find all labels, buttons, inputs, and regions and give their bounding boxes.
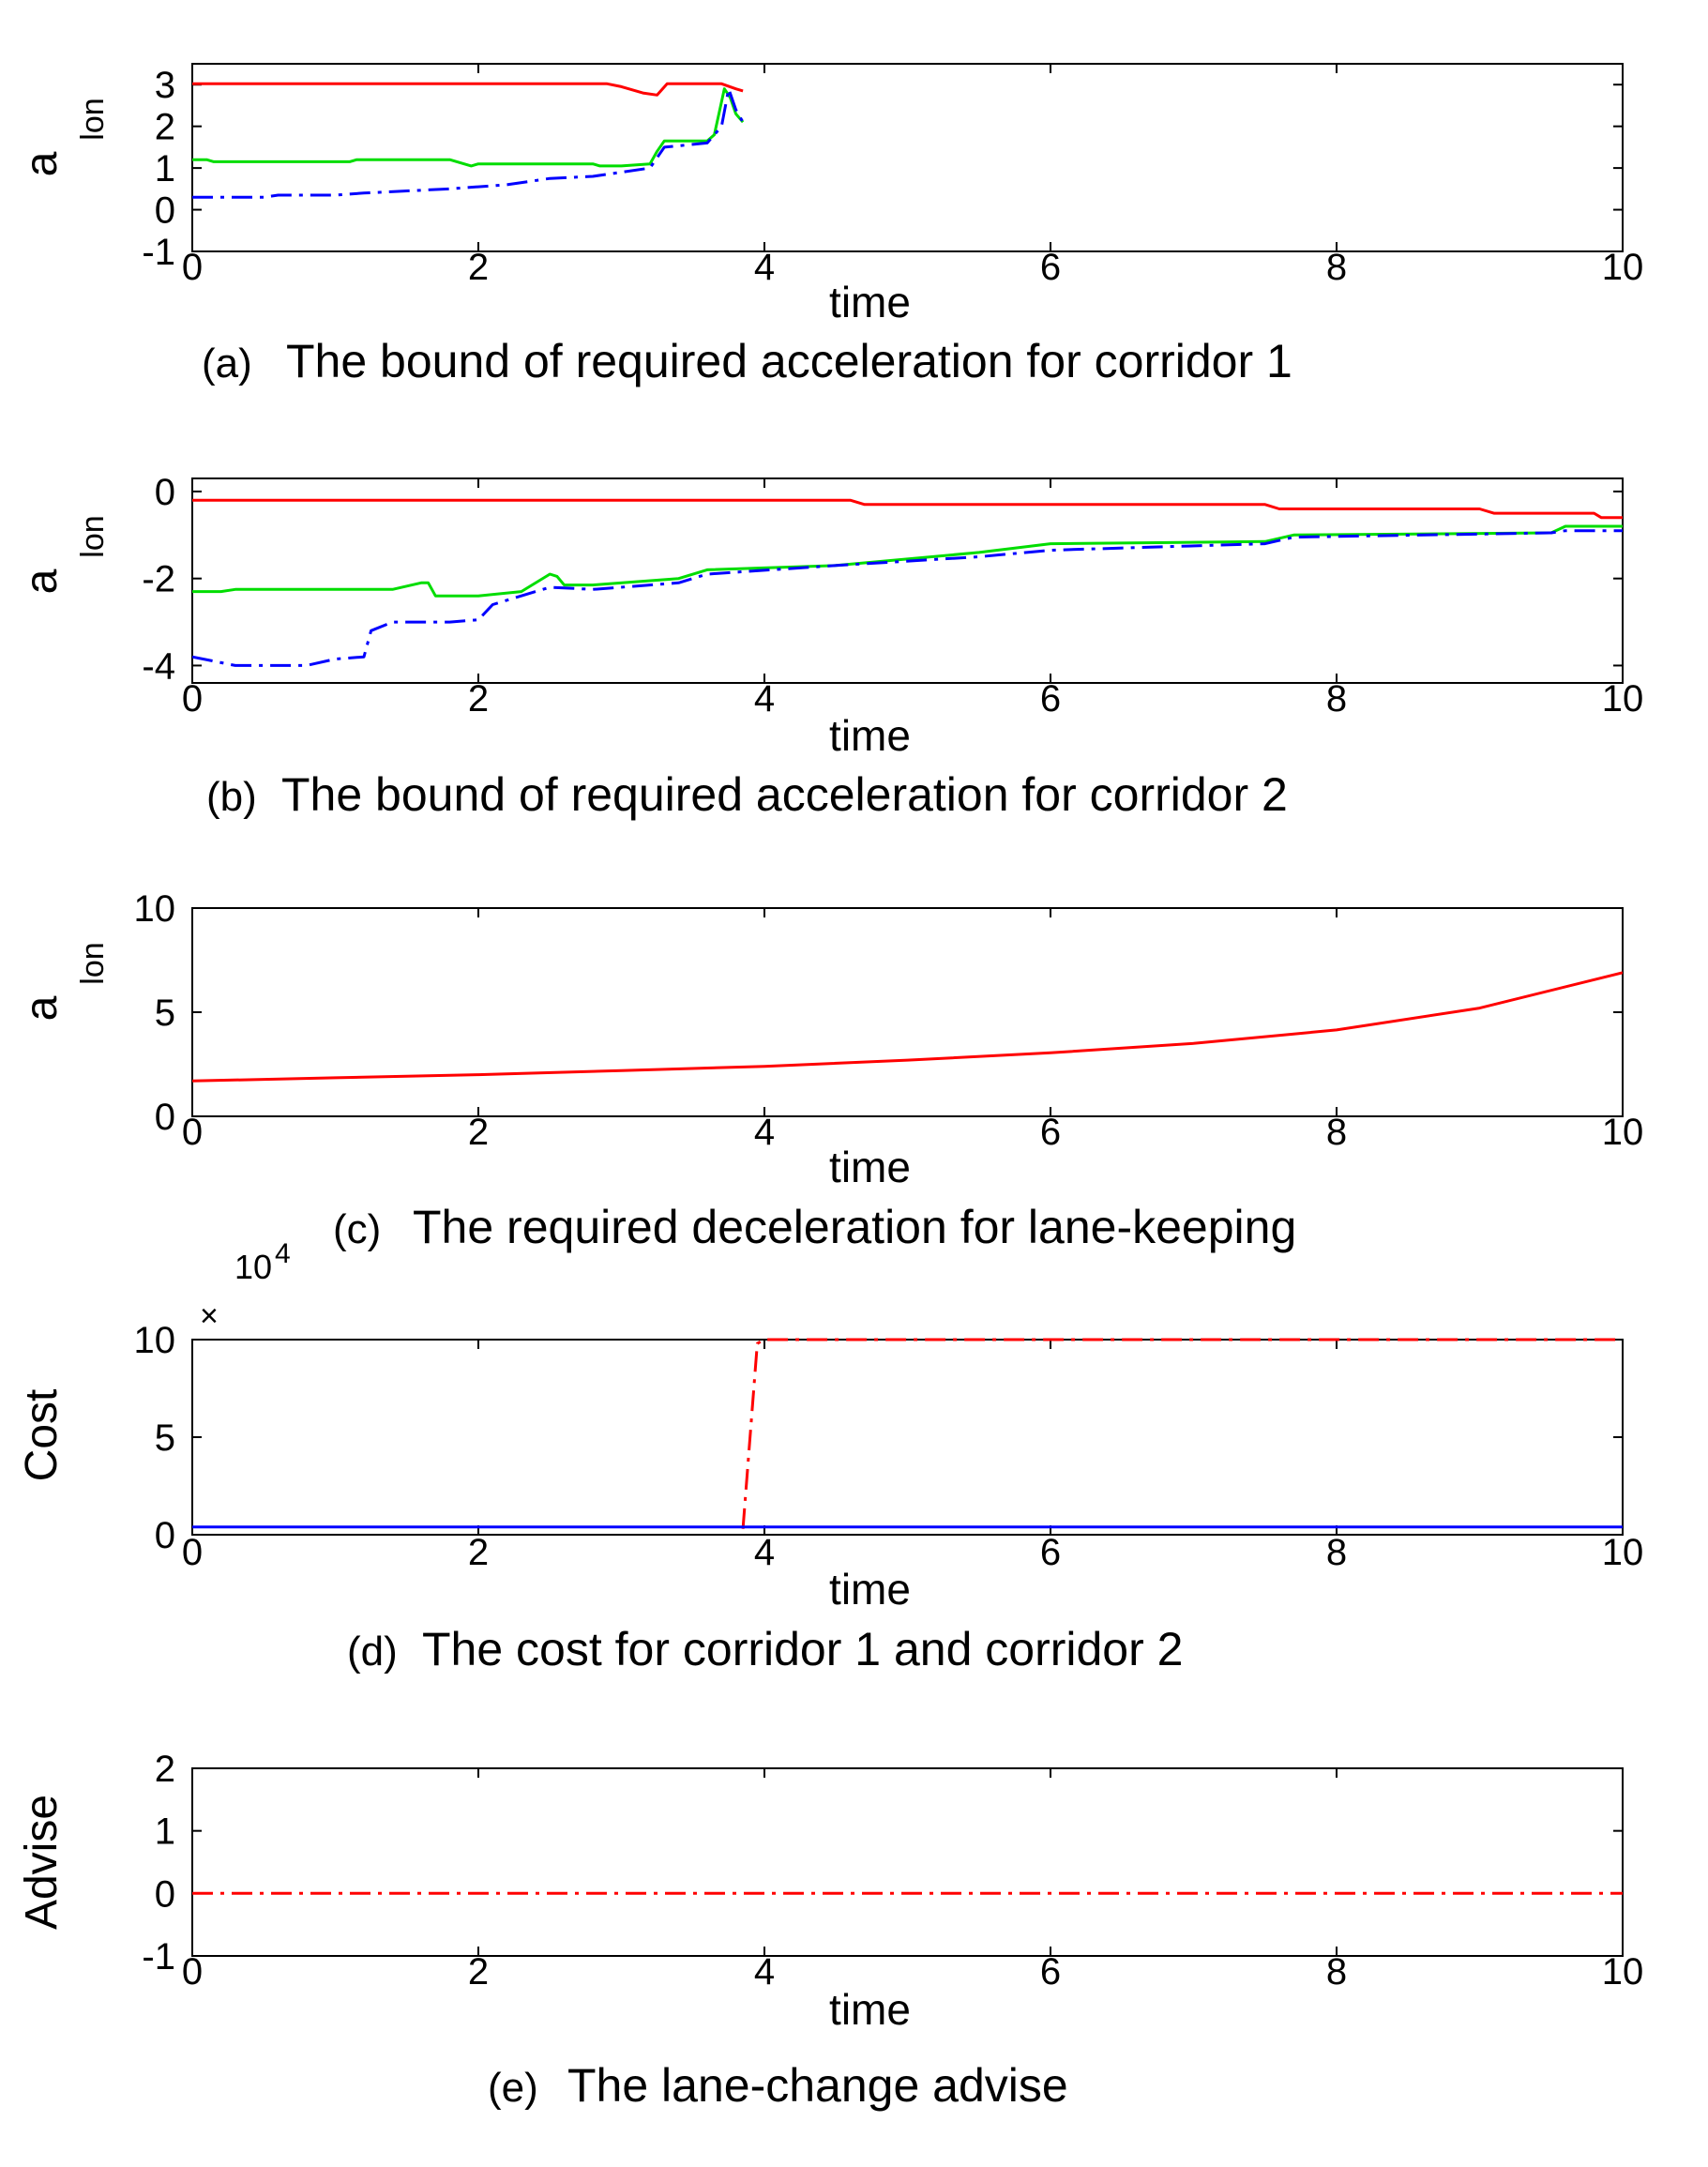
x-tick-label: 0 xyxy=(182,1112,203,1153)
y-axis-label-text: Advise xyxy=(17,1795,67,1930)
y-tick-label: 0 xyxy=(155,472,175,513)
x-tick-label: 0 xyxy=(182,678,203,720)
x-tick-label: 8 xyxy=(1326,247,1347,288)
x-tick-label: 4 xyxy=(754,1532,775,1573)
x-tick-label: 6 xyxy=(1040,1951,1061,1993)
x-axis-label: time xyxy=(829,1143,911,1191)
exponent-base: 10 xyxy=(234,1248,272,1286)
series-line-required-deceleration xyxy=(192,971,1623,1083)
y-axis-label-subscript: lon xyxy=(75,98,111,140)
caption-panel-letter: (e) xyxy=(488,2065,538,2111)
x-tick-label: 10 xyxy=(1602,678,1644,720)
x-tick-label: 6 xyxy=(1040,1532,1061,1573)
y-tick-label: 2 xyxy=(155,107,175,148)
y-tick-label: -1 xyxy=(142,1936,175,1978)
x-axis-label: time xyxy=(829,711,911,760)
y-tick-label: 10 xyxy=(134,1320,176,1361)
y-tick-label: 10 xyxy=(134,888,176,930)
x-tick-label: 6 xyxy=(1040,247,1061,288)
caption-panel-letter: (d) xyxy=(347,1629,398,1674)
y-axis-label: Advise xyxy=(17,1795,67,1930)
series-line-nominal xyxy=(192,524,1623,598)
plot-frame xyxy=(191,477,1624,684)
y-tick-label: 2 xyxy=(155,1749,175,1790)
y-axis-label-text: a xyxy=(17,568,67,594)
x-tick-label: 8 xyxy=(1326,1112,1347,1153)
caption-text: The bound of required acceleration for c… xyxy=(281,768,1288,821)
y-tick-label: 1 xyxy=(155,1811,175,1853)
x-tick-label: 0 xyxy=(182,247,203,288)
y-axis-label-subscript: lon xyxy=(75,515,111,557)
x-tick-label: 4 xyxy=(754,1951,775,1993)
caption-panel-letter: (b) xyxy=(206,774,257,820)
y-axis-label-text: a xyxy=(17,151,67,176)
plot-frame xyxy=(191,1767,1624,1957)
y-axis-label: Cost xyxy=(17,1389,67,1482)
x-tick-label: 0 xyxy=(182,1532,203,1573)
x-tick-label: 10 xyxy=(1602,1951,1644,1993)
x-tick-label: 4 xyxy=(754,1112,775,1153)
x-tick-label: 6 xyxy=(1040,678,1061,720)
caption-text: The lane-change advise xyxy=(567,2059,1068,2112)
series-line-corridor-1-cost xyxy=(741,1338,1623,1529)
y-tick-label: -4 xyxy=(142,645,175,687)
x-tick-label: 10 xyxy=(1602,247,1644,288)
x-tick-label: 0 xyxy=(182,1951,203,1993)
x-tick-label: 8 xyxy=(1326,1532,1347,1573)
exponent-mark: × xyxy=(200,1298,219,1334)
x-tick-label: 6 xyxy=(1040,1112,1061,1153)
y-axis-label-text: a xyxy=(17,995,67,1021)
y-tick-label: 0 xyxy=(155,1097,175,1138)
x-tick-label: 8 xyxy=(1326,678,1347,720)
caption-text: The required deceleration for lane-keepi… xyxy=(413,1201,1296,1253)
caption-panel-letter: (a) xyxy=(202,341,252,386)
x-axis-label: time xyxy=(829,1985,911,2034)
caption-panel-letter: (c) xyxy=(333,1206,381,1252)
series-line-nominal xyxy=(192,87,745,168)
y-tick-label: -1 xyxy=(142,232,175,273)
x-axis-label: time xyxy=(829,1565,911,1614)
y-axis-label-subscript: lon xyxy=(75,942,111,984)
x-tick-label: 2 xyxy=(468,1112,489,1153)
exponent-power: 4 xyxy=(275,1238,291,1269)
x-tick-label: 2 xyxy=(468,1951,489,1993)
x-tick-label: 4 xyxy=(754,247,775,288)
series-line-lower xyxy=(192,87,745,199)
x-tick-label: 10 xyxy=(1602,1112,1644,1153)
plot-frame xyxy=(191,63,1624,252)
series-line-lower xyxy=(192,529,1623,667)
y-tick-label: 0 xyxy=(155,190,175,232)
y-axis-label-text: Cost xyxy=(17,1389,67,1482)
plot-frame xyxy=(191,907,1624,1117)
caption-text: The bound of required acceleration for c… xyxy=(286,335,1292,387)
y-tick-label: -2 xyxy=(142,559,175,600)
x-tick-label: 8 xyxy=(1326,1951,1347,1993)
plot-frame xyxy=(191,1339,1624,1536)
caption-text: The cost for corridor 1 and corridor 2 xyxy=(422,1623,1183,1675)
x-tick-label: 2 xyxy=(468,678,489,720)
y-tick-label: 3 xyxy=(155,65,175,106)
y-tick-label: 0 xyxy=(155,1515,175,1556)
series-line-upper xyxy=(192,82,744,97)
y-tick-label: 0 xyxy=(155,1873,175,1915)
x-tick-label: 4 xyxy=(754,678,775,720)
x-tick-label: 2 xyxy=(468,247,489,288)
y-tick-label: 1 xyxy=(155,148,175,189)
x-axis-label: time xyxy=(829,278,911,326)
y-tick-label: 5 xyxy=(155,993,175,1034)
series-line-upper xyxy=(192,498,1623,520)
x-tick-label: 10 xyxy=(1602,1532,1644,1573)
x-tick-label: 2 xyxy=(468,1532,489,1573)
y-tick-label: 5 xyxy=(155,1417,175,1459)
